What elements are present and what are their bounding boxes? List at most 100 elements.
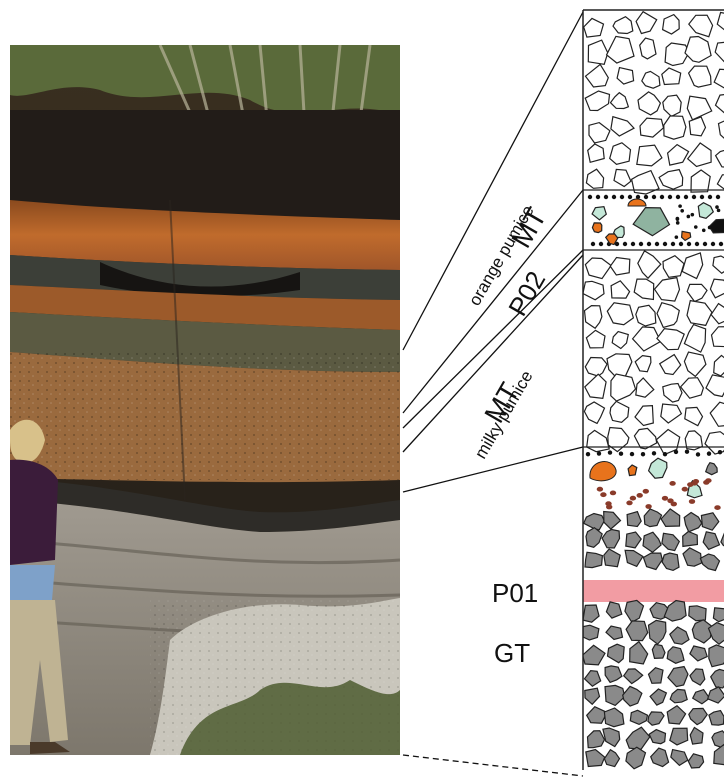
gray-clast xyxy=(700,512,720,531)
gray-clast xyxy=(629,709,649,726)
white-pumice-clast xyxy=(637,91,662,116)
gray-clast xyxy=(647,711,665,726)
orange-pumice-clast xyxy=(627,198,647,207)
scoria-clast xyxy=(692,479,700,484)
white-pumice-clast xyxy=(637,250,662,280)
lithic-dot xyxy=(587,194,593,200)
lithic-dot xyxy=(690,212,695,217)
white-pumice-clast xyxy=(583,17,605,38)
lithic-dot xyxy=(638,241,644,247)
lithic-dot xyxy=(684,449,690,454)
white-pumice-clast xyxy=(609,256,631,276)
lithic-dot xyxy=(678,241,684,247)
gray-clast xyxy=(713,743,724,766)
gray-clast xyxy=(625,531,642,549)
scoria-clast xyxy=(596,486,604,492)
gray-clast xyxy=(583,624,600,641)
white-pumice-clast xyxy=(712,255,724,275)
lithic-dot xyxy=(667,194,673,200)
dark-lithic-clast xyxy=(708,218,724,234)
lithic-dot xyxy=(614,241,620,247)
white-pumice-clast xyxy=(679,377,705,399)
white-pumice-clast xyxy=(714,149,724,168)
gray-clast xyxy=(603,548,621,568)
gray-clast xyxy=(585,526,603,548)
white-pumice-clast xyxy=(656,301,680,329)
orange-pumice-clast xyxy=(591,222,603,234)
white-pumice-clast xyxy=(717,120,724,139)
white-pumice-clast xyxy=(713,68,724,89)
white-pumice-clast xyxy=(705,374,724,398)
white-pumice-clast xyxy=(684,430,704,451)
lithic-dot xyxy=(718,241,724,247)
white-pumice-clast xyxy=(587,143,605,164)
white-pumice-clast xyxy=(610,373,637,402)
gray-clast xyxy=(622,668,644,685)
lithic-dot xyxy=(598,241,604,247)
white-pumice-clast xyxy=(688,116,707,137)
lithic-dot xyxy=(603,194,609,200)
gray-clast xyxy=(688,605,707,622)
white-pumice-clast xyxy=(631,326,662,352)
orange-pumice-clast xyxy=(627,464,638,477)
white-pumice-clast xyxy=(662,94,682,118)
gray-clast xyxy=(605,625,624,641)
white-pumice-clast xyxy=(658,168,684,190)
gray-clast xyxy=(669,688,688,704)
gray-clast xyxy=(670,748,689,767)
white-pumice-clast xyxy=(656,327,685,351)
white-pumice-clast xyxy=(641,70,661,89)
lithic-dot xyxy=(702,241,708,247)
white-pumice-clast xyxy=(583,280,605,301)
gray-clast xyxy=(624,599,645,623)
white-pumice-clast xyxy=(584,373,607,400)
gray-clast xyxy=(586,730,606,749)
white-pumice-clast xyxy=(687,65,712,88)
scoria-clast xyxy=(688,499,696,504)
lithic-dot xyxy=(695,452,701,457)
gray-clast xyxy=(624,549,644,568)
lithic-dot xyxy=(686,241,692,247)
scoria-clast xyxy=(669,481,676,486)
white-pumice-clast xyxy=(662,382,683,403)
white-pumice-clast xyxy=(588,121,611,144)
scoria-clast xyxy=(609,490,617,496)
lithic-dot xyxy=(585,451,591,457)
lithic-dot xyxy=(673,449,679,455)
p01-pink-band xyxy=(583,580,724,602)
lithic-dot xyxy=(691,194,697,200)
white-pumice-clast xyxy=(683,323,707,353)
white-pumice-clast xyxy=(610,115,635,137)
white-pumice-clast xyxy=(710,302,724,325)
gray-clast xyxy=(666,646,685,664)
gray-clast xyxy=(687,753,705,769)
lithic-dot xyxy=(674,235,679,239)
gray-clast xyxy=(702,531,721,551)
white-pumice-clast xyxy=(716,11,724,31)
white-pumice-clast xyxy=(635,377,655,398)
lithic-dot xyxy=(595,194,601,200)
white-pumice-clast xyxy=(636,144,663,167)
lithic-dot xyxy=(686,214,691,219)
gray-clast xyxy=(583,669,602,687)
white-pumice-clast xyxy=(653,276,681,302)
gray-clast xyxy=(663,599,687,622)
lithic-dot xyxy=(659,194,665,200)
white-pumice-clast xyxy=(635,10,658,35)
lithic-dot xyxy=(694,241,700,247)
scoria-clast xyxy=(687,482,694,487)
white-pumice-clast xyxy=(583,304,603,330)
lithic-dot xyxy=(715,194,721,200)
white-pumice-clast xyxy=(666,143,690,166)
white-pumice-clast xyxy=(716,174,724,190)
gray-clast xyxy=(584,687,601,706)
white-pumice-clast xyxy=(613,168,632,188)
labels: MT orange pumice P02 MT milky pumice P01… xyxy=(465,202,552,668)
gray-clast xyxy=(720,532,724,547)
gray-clast xyxy=(603,707,625,728)
white-pumice-clast xyxy=(635,304,657,327)
gray-clast xyxy=(661,552,680,572)
lithic-dot xyxy=(701,228,706,233)
white-pumice-clast xyxy=(607,426,630,453)
